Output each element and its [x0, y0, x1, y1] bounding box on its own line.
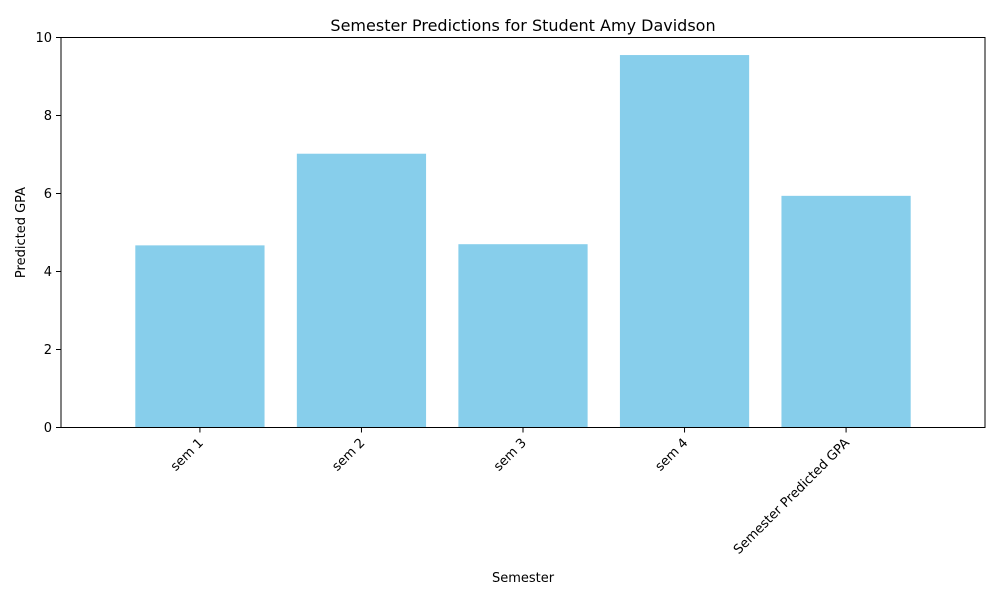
bar-5: [781, 195, 911, 428]
y-tick-label: 0: [44, 421, 52, 436]
y-tick-label: 6: [44, 187, 52, 202]
bars-group: [135, 55, 911, 428]
chart-title: Semester Predictions for Student Amy Dav…: [330, 16, 715, 35]
plot-frame: [60, 37, 986, 428]
y-tick-label: 4: [44, 265, 52, 280]
y-tick-label: 2: [44, 343, 52, 358]
x-tick-label: sem 1: [168, 436, 207, 475]
bar-4: [619, 55, 750, 428]
y-axis-ticks: 0 2 4 6 8 10: [35, 31, 61, 436]
bar-1: [135, 245, 265, 428]
y-tick-label: 8: [44, 109, 52, 124]
bar-3: [458, 244, 588, 428]
x-tick-label: sem 4: [653, 436, 692, 475]
y-tick-label: 10: [35, 31, 52, 46]
x-tick-label: Semester Predicted GPA: [731, 436, 853, 558]
y-axis-title: Predicted GPA: [14, 187, 29, 278]
bar-2: [296, 153, 427, 428]
x-tick-label: sem 3: [491, 436, 530, 475]
x-axis-ticks: sem 1 sem 2 sem 3 sem 4 Semester Predicted G…: [168, 427, 853, 558]
x-tick-label: sem 2: [330, 436, 369, 475]
x-axis-title: Semester: [492, 571, 555, 586]
